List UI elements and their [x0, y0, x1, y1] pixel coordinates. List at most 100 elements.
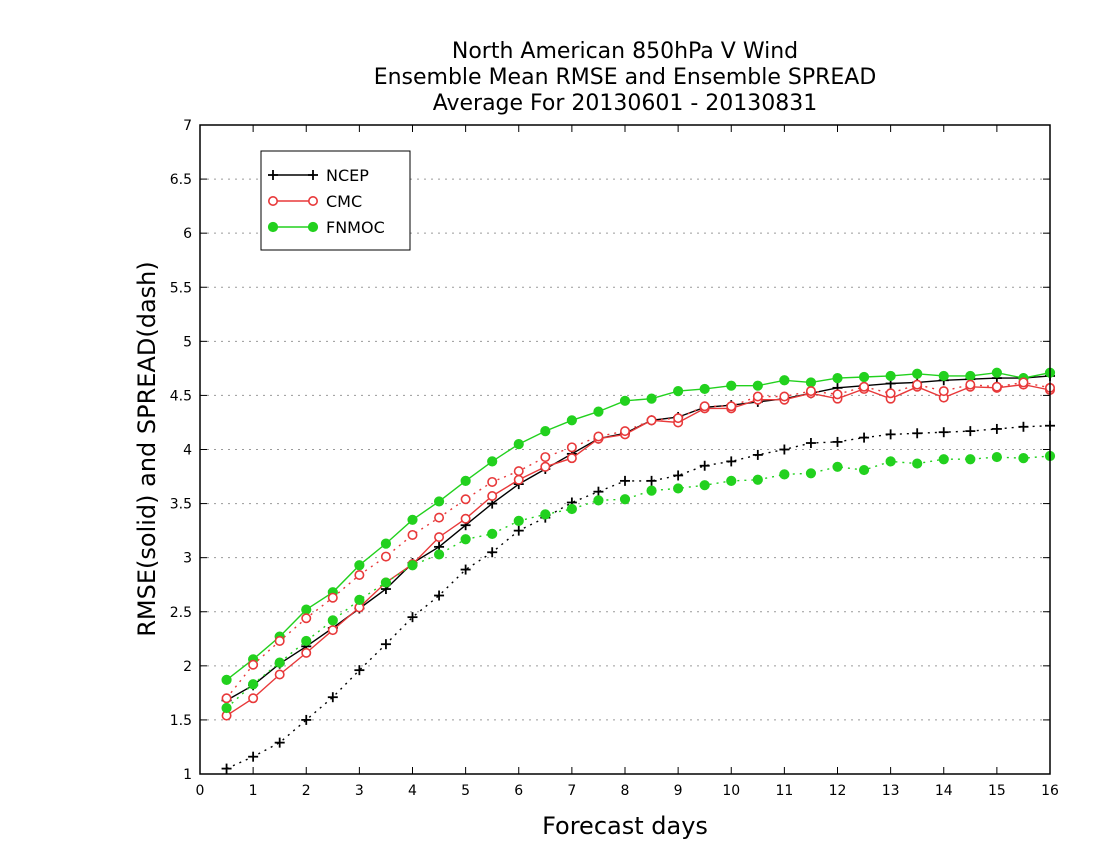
y-tick-label: 1 — [183, 767, 192, 783]
data-point-ncep — [620, 475, 630, 486]
legend-marker — [267, 221, 279, 233]
data-point-ncep — [407, 612, 418, 623]
data-point-ncep — [673, 470, 684, 481]
data-point-cmc — [938, 386, 949, 397]
data-point-cmc — [513, 466, 524, 477]
series-line — [226, 381, 1051, 699]
y-tick-label: 6.5 — [170, 172, 192, 188]
legend-marker — [268, 170, 278, 180]
data-point-ncep — [434, 590, 445, 601]
data-point-fnmoc — [885, 370, 896, 382]
data-point-fnmoc — [540, 426, 551, 437]
data-point-fnmoc — [619, 494, 631, 505]
data-point-fnmoc — [566, 503, 577, 515]
data-point-fnmoc — [513, 515, 524, 526]
x-tick-label: 0 — [196, 783, 205, 799]
y-tick-label: 3 — [183, 551, 192, 567]
data-point-cmc — [540, 452, 551, 463]
data-point-cmc — [566, 453, 577, 464]
legend-marker — [307, 221, 319, 233]
data-point-cmc — [460, 513, 471, 524]
x-tick-label: 4 — [408, 783, 417, 799]
chart-title: North American 850hPa V Wind Ensemble Me… — [374, 39, 877, 116]
series-cmc-spread — [221, 377, 1056, 704]
data-point-ncep — [991, 423, 1002, 434]
legend-item-cmc: CMC — [267, 192, 362, 211]
data-point-cmc — [540, 461, 551, 472]
data-point-cmc — [646, 415, 657, 426]
x-tick-label: 8 — [621, 783, 630, 799]
data-point-cmc — [434, 532, 445, 543]
x-axis-label: Forecast days — [542, 812, 708, 840]
x-tick-label: 10 — [722, 783, 740, 799]
data-point-ncep — [487, 547, 498, 558]
y-tick-label: 1.5 — [170, 713, 192, 729]
legend: NCEP CMC FNMOC — [260, 150, 411, 251]
series-line — [226, 375, 1051, 702]
data-point-ncep — [327, 692, 338, 703]
x-tick-label: 9 — [674, 783, 683, 799]
legend-label: NCEP — [326, 166, 369, 185]
series-fnmoc-spread — [221, 450, 1056, 714]
data-point-fnmoc — [566, 415, 577, 426]
data-point-cmc — [301, 647, 312, 658]
data-point-cmc — [991, 381, 1002, 392]
data-point-fnmoc — [699, 480, 710, 491]
data-point-ncep — [885, 429, 896, 440]
data-point-fnmoc — [779, 469, 790, 480]
data-point-cmc — [912, 379, 923, 390]
y-tick-label: 2 — [183, 659, 192, 675]
data-point-cmc — [248, 659, 259, 670]
data-point-fnmoc — [726, 475, 737, 486]
data-point-fnmoc — [991, 367, 1002, 378]
y-tick-label: 4.5 — [170, 388, 192, 404]
data-point-ncep — [646, 475, 657, 486]
data-point-fnmoc — [487, 456, 498, 467]
data-point-fnmoc — [433, 496, 445, 507]
y-tick-label: 7 — [183, 118, 192, 134]
data-point-fnmoc — [938, 454, 949, 465]
y-tick-label: 6 — [183, 226, 192, 242]
x-tick-label: 7 — [567, 783, 576, 799]
data-point-cmc — [699, 401, 710, 412]
data-point-cmc — [354, 569, 365, 580]
data-point-fnmoc — [513, 438, 524, 450]
data-point-fnmoc — [380, 538, 392, 549]
data-point-fnmoc — [912, 368, 923, 379]
series-ncep-rmse — [221, 370, 1055, 706]
data-point-ncep — [779, 444, 790, 455]
x-tick-label: 13 — [882, 783, 900, 799]
data-point-fnmoc — [805, 468, 817, 479]
legend-label: FNMOC — [326, 218, 385, 237]
data-point-cmc — [1018, 377, 1029, 388]
data-point-fnmoc — [221, 674, 232, 685]
title-line-3: Average For 20130601 - 20130831 — [433, 91, 818, 116]
data-point-fnmoc — [460, 475, 471, 486]
data-point-fnmoc — [593, 406, 604, 417]
series-fnmoc-rmse — [221, 367, 1056, 685]
data-point-cmc — [859, 381, 870, 392]
data-point-ncep — [752, 449, 763, 460]
legend-marker — [308, 170, 318, 180]
data-point-cmc — [380, 551, 391, 562]
data-point-ncep — [1018, 421, 1029, 432]
x-tick-label: 6 — [514, 783, 523, 799]
y-tick-label: 5.5 — [170, 280, 192, 296]
legend-items: NCEP CMC FNMOC — [267, 166, 385, 237]
data-point-fnmoc — [619, 395, 631, 406]
data-point-fnmoc — [433, 549, 445, 560]
data-point-ncep — [248, 751, 259, 762]
data-point-cmc — [513, 474, 524, 485]
title-line-1: North American 850hPa V Wind — [452, 39, 798, 64]
data-point-fnmoc — [965, 454, 976, 465]
data-point-fnmoc — [1018, 453, 1029, 464]
data-point-ncep — [274, 737, 285, 748]
data-point-cmc — [274, 635, 285, 646]
data-point-ncep — [832, 436, 843, 447]
series-line — [226, 455, 1051, 709]
data-point-fnmoc — [407, 560, 418, 571]
y-tick-label: 3.5 — [170, 497, 192, 513]
data-point-cmc — [434, 512, 445, 523]
data-point-fnmoc — [752, 474, 763, 485]
data-point-fnmoc — [221, 702, 232, 714]
